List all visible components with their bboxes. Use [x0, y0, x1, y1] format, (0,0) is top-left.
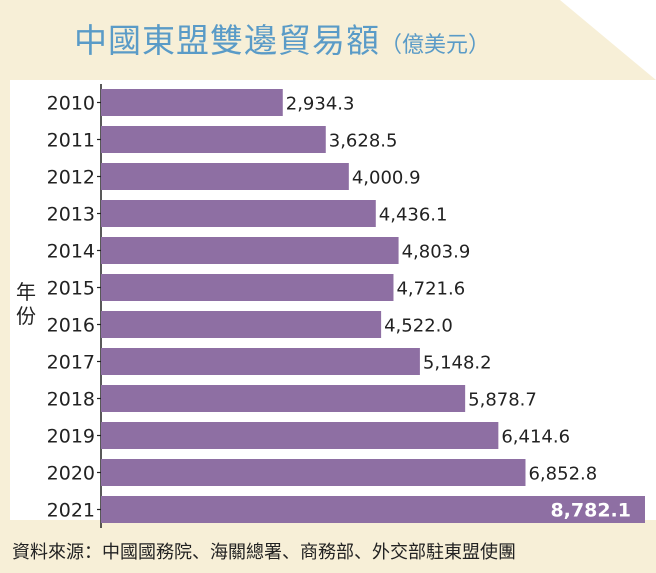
y-tick-label: 2017	[47, 352, 95, 374]
bar-2020	[101, 459, 526, 486]
bar-2015	[101, 274, 394, 301]
data-label: 2,934.3	[286, 94, 355, 115]
y-tick-label: 2012	[47, 167, 95, 189]
y-axis-label: 年份	[16, 280, 36, 328]
data-label: 3,628.5	[329, 131, 398, 152]
bar-2010	[101, 89, 283, 116]
data-label: 4,436.1	[379, 205, 448, 226]
y-tick-label: 2010	[47, 93, 95, 115]
bar-2017	[101, 348, 420, 375]
data-label: 6,414.6	[501, 427, 570, 448]
y-tick-label: 2015	[47, 278, 95, 300]
data-label: 4,803.9	[402, 242, 471, 263]
bar-2012	[101, 163, 349, 190]
data-label: 6,852.8	[528, 464, 597, 485]
bar-2018	[101, 385, 466, 412]
data-label: 4,522.0	[384, 316, 453, 337]
y-tick-label: 2021	[47, 500, 95, 522]
y-tick-label: 2014	[47, 241, 95, 263]
data-label: 8,782.1	[550, 500, 631, 522]
y-tick-label: 2020	[47, 463, 95, 485]
title-unit: （億美元）	[380, 33, 491, 58]
title-text: 中國東盟雙邊貿易額	[74, 21, 380, 60]
bar-2014	[101, 237, 399, 264]
y-tick-label: 2013	[47, 204, 95, 226]
bar-2019	[101, 422, 499, 449]
chart-title: 中國東盟雙邊貿易額（億美元）	[74, 14, 490, 62]
bar-2013	[101, 200, 376, 227]
source-note: 資料來源：中國國務院、海關總署、商務部、外交部駐東盟使團	[12, 542, 516, 563]
data-label: 5,878.7	[468, 390, 537, 411]
bar-2016	[101, 311, 382, 338]
bar-2021	[101, 496, 645, 523]
bar-2011	[101, 126, 326, 153]
y-tick-label: 2011	[47, 130, 95, 152]
y-tick-label: 2018	[47, 389, 95, 411]
data-label: 4,721.6	[396, 279, 465, 300]
data-label: 4,000.9	[352, 168, 421, 189]
y-tick-label: 2019	[47, 426, 95, 448]
y-tick-label: 2016	[47, 315, 95, 337]
data-label: 5,148.2	[423, 353, 492, 374]
